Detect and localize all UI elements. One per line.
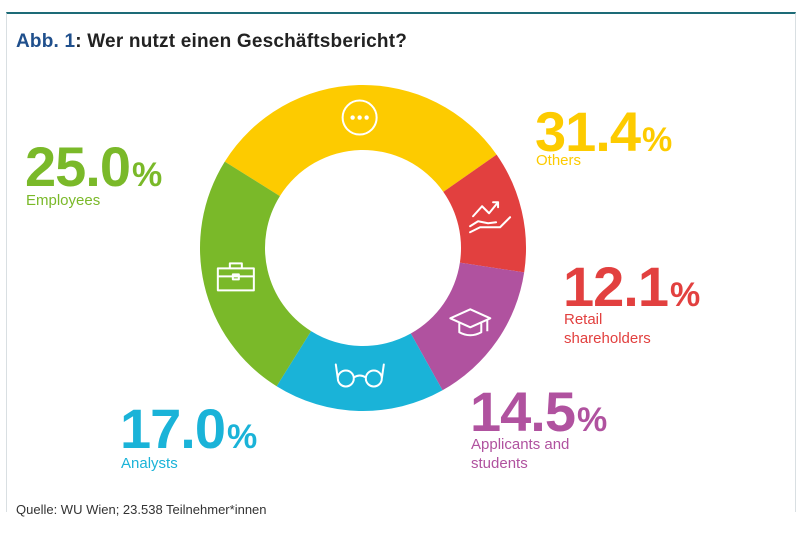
value-label: 25.0%	[25, 139, 162, 195]
category-label: Employees	[26, 192, 101, 209]
category-label: Analysts	[121, 455, 178, 472]
hand-chart-icon	[469, 201, 512, 234]
value-unit: %	[670, 276, 701, 314]
category-label: Others	[536, 152, 582, 169]
category-label: Retail shareholders	[564, 311, 651, 347]
category-label: Applicants and students	[471, 436, 570, 472]
value-number: 17.0	[120, 397, 226, 460]
slice-employees	[200, 161, 312, 387]
slice-retail	[443, 154, 526, 273]
title-prefix: Abb. 1	[16, 31, 76, 52]
more-dots-icon	[341, 99, 378, 136]
value-number: 25.0	[25, 135, 131, 198]
slice-others	[224, 84, 497, 197]
graduation-cap-icon	[449, 308, 492, 337]
title-text: : Wer nutzt einen Geschäftsbericht?	[75, 31, 408, 52]
value-label: 14.5%	[470, 384, 607, 440]
value-label: 31.4%	[535, 104, 672, 160]
value-number: 12.1	[563, 255, 669, 318]
value-unit: %	[132, 156, 163, 194]
value-number: 31.4	[535, 100, 641, 163]
value-unit: %	[227, 418, 258, 456]
chart-title: Abb. 1: Wer nutzt einen Geschäftsbericht…	[16, 31, 407, 53]
value-label: 12.1%	[563, 259, 700, 315]
source-note: Quelle: WU Wien; 23.538 Teilnehmer*innen	[16, 502, 267, 517]
value-label: 17.0%	[120, 401, 257, 457]
glasses-icon	[334, 363, 385, 388]
briefcase-icon	[216, 262, 255, 292]
value-unit: %	[642, 121, 673, 159]
value-number: 14.5	[470, 380, 576, 443]
slice-analysts	[276, 331, 443, 411]
value-unit: %	[577, 401, 608, 439]
chart-frame	[6, 12, 796, 512]
